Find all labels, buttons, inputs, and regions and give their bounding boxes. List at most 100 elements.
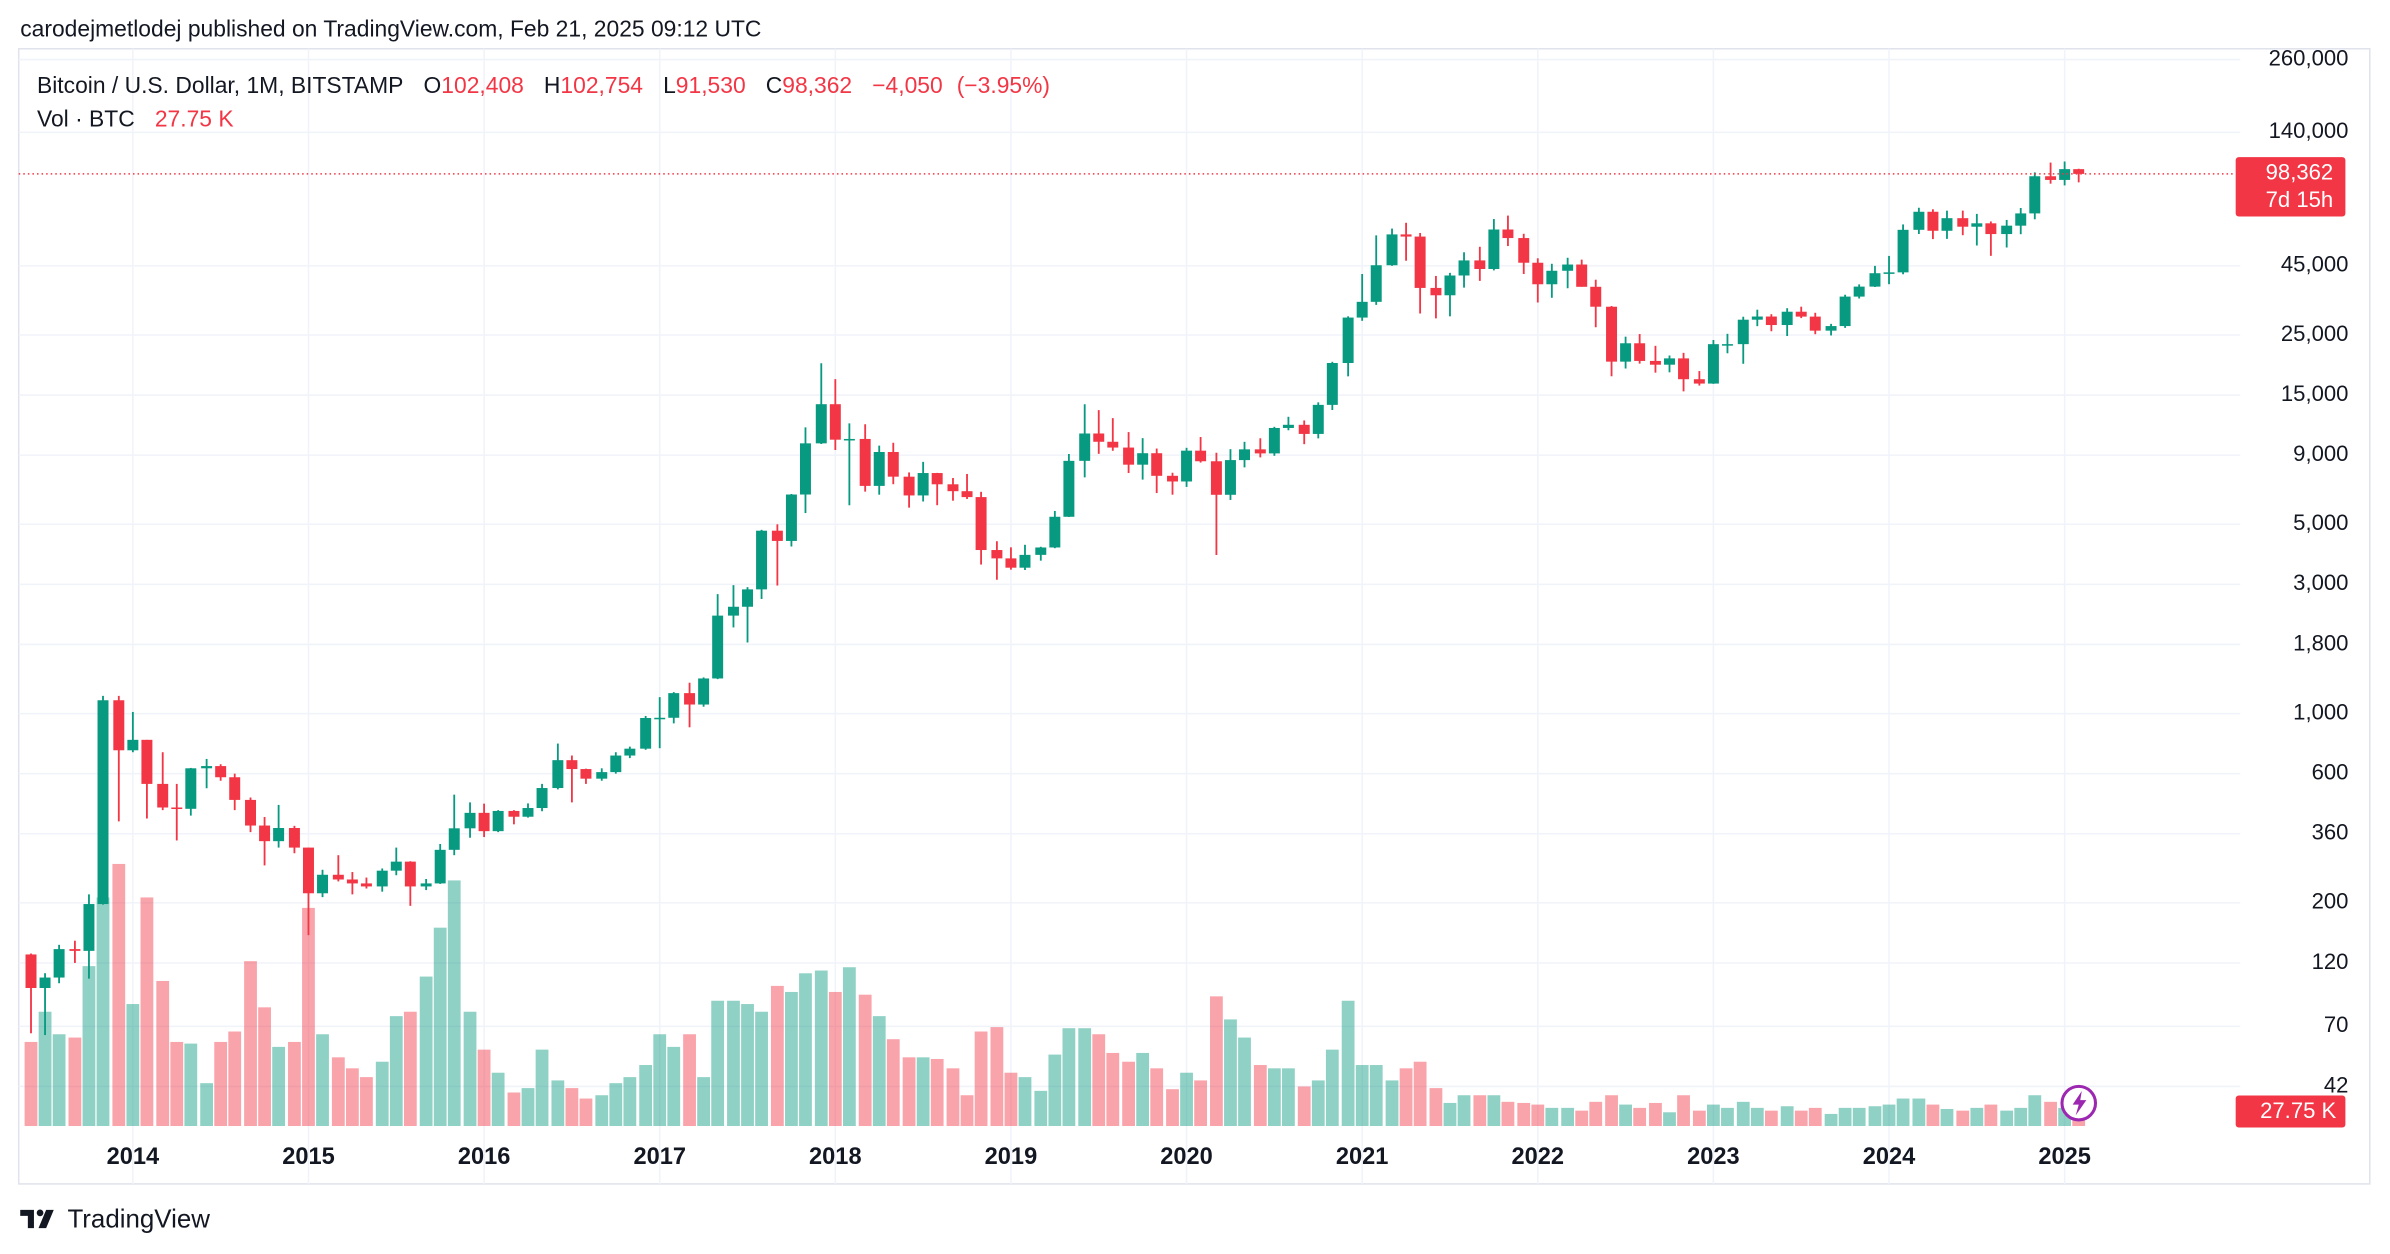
logo-dot [36, 1209, 44, 1217]
candle-body [1063, 460, 1075, 517]
volume-bar [491, 1072, 505, 1127]
change-percent: (−3.95%) [957, 72, 1050, 98]
candle-body [815, 404, 827, 444]
candle-body [141, 739, 153, 784]
volume-bar [1780, 1106, 1794, 1127]
logo-mark [38, 1209, 54, 1229]
candle-body [961, 491, 973, 498]
y-tick-label: 1,800 [2293, 630, 2348, 655]
grid [18, 48, 2241, 1184]
volume-bar [1004, 1072, 1018, 1127]
candle-body [1224, 460, 1236, 495]
candle-body [1649, 360, 1661, 365]
volume-bar [68, 1037, 82, 1127]
candle-body [127, 739, 139, 751]
volume-bar [1517, 1102, 1531, 1127]
candle-body [157, 783, 169, 808]
candle-body [1502, 229, 1514, 239]
volume-bar [828, 991, 842, 1127]
y-tick-label: 260,000 [2269, 45, 2349, 70]
volume-bar [727, 1000, 740, 1127]
logo-mark [20, 1209, 34, 1229]
candle-body [1957, 218, 1969, 227]
volume-bar [1048, 1054, 1062, 1127]
volume-bar [1838, 1107, 1852, 1127]
candle-body [1809, 316, 1821, 331]
x-tick-label: 2015 [282, 1144, 335, 1170]
volume-bar [1369, 1065, 1383, 1127]
readout-value: 98,362 [782, 72, 852, 98]
x-tick-label: 2016 [458, 1144, 511, 1170]
volume-bar [2000, 1110, 2014, 1127]
y-tick-label: 200 [2312, 889, 2349, 914]
countdown-label: 7d 15h [2266, 187, 2334, 212]
candle-body [991, 550, 1003, 559]
volume-bar [1092, 1034, 1106, 1127]
volume-bar [1385, 1080, 1399, 1127]
volume-bar [916, 1057, 930, 1127]
volume-bar [667, 1046, 681, 1127]
candle-body [1282, 424, 1294, 428]
volume-bar [1545, 1107, 1559, 1127]
volume-bar [814, 970, 828, 1127]
volume-pane [24, 863, 2086, 1127]
volume-bar [842, 967, 856, 1127]
candle-body [1342, 317, 1354, 364]
candle-body [522, 808, 534, 817]
candle-body [390, 861, 402, 871]
candle-body [931, 473, 943, 485]
candle-body [1941, 218, 1953, 231]
candle-body [201, 766, 213, 769]
volume-bar [200, 1083, 214, 1127]
candle-body [742, 589, 754, 607]
volume-bar [1926, 1104, 1940, 1127]
x-tick-label: 2014 [107, 1144, 160, 1170]
volume-bar [785, 991, 798, 1127]
y-tick-label: 360 [2312, 820, 2349, 845]
candle-body [1721, 344, 1733, 346]
candle-body [1869, 273, 1881, 287]
volume-bar [653, 1034, 667, 1127]
candle-body [975, 497, 987, 551]
change: −4,050 [872, 72, 943, 98]
volume-bar [419, 976, 433, 1127]
candle-body [1312, 404, 1324, 434]
volume-bar [1956, 1110, 1970, 1127]
volume-bar [2028, 1095, 2042, 1127]
candle-body [1590, 286, 1602, 307]
candle-body [83, 904, 95, 951]
volume-bar [1561, 1107, 1575, 1127]
volume-bar [1896, 1098, 1910, 1127]
x-tick-label: 2019 [985, 1144, 1038, 1170]
candle-body [1137, 453, 1149, 465]
candle-body [756, 530, 768, 590]
volume-bar [946, 1068, 960, 1127]
volume-bar [1136, 1052, 1150, 1127]
volume-bar [1325, 1049, 1339, 1127]
volume-bar [521, 1088, 535, 1127]
candle-body [360, 883, 372, 887]
volume-legend: Vol · BTC 27.75 K [37, 105, 234, 131]
legend: Bitcoin / U.S. Dollar, 1M, BITSTAMP O102… [37, 72, 1050, 98]
candle-body [69, 949, 81, 951]
volume-bar [1501, 1101, 1515, 1127]
volume-bar [126, 1004, 140, 1127]
candle-body [2045, 176, 2057, 180]
candle-body [346, 879, 358, 884]
candle-body [654, 717, 666, 720]
volume-bar [609, 1083, 623, 1127]
logo-text: TradingView [67, 1205, 210, 1233]
y-tick-label: 3,000 [2293, 570, 2348, 595]
candle-body [1606, 306, 1618, 362]
volume-bar [1457, 1095, 1471, 1127]
volume-bar [1487, 1095, 1501, 1127]
candle-body [1458, 260, 1470, 276]
y-tick-label: 1,000 [2293, 699, 2348, 724]
volume-bar [799, 973, 812, 1127]
candle-body [873, 451, 885, 486]
volume-bar [1180, 1072, 1193, 1127]
candle-body [771, 530, 783, 541]
readout-key: O [424, 72, 442, 98]
